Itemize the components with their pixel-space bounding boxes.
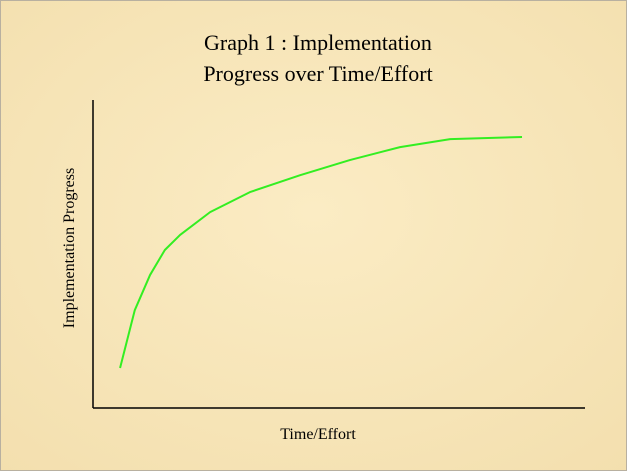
line bbox=[119, 135, 523, 369]
chart-title: Progress over Time/Effort bbox=[203, 61, 432, 86]
y-axis-label: Implementation Progress bbox=[61, 168, 78, 328]
x-axis-label: Time/Effort bbox=[280, 426, 356, 443]
chart-title: Graph 1 : Implementation bbox=[204, 30, 432, 55]
